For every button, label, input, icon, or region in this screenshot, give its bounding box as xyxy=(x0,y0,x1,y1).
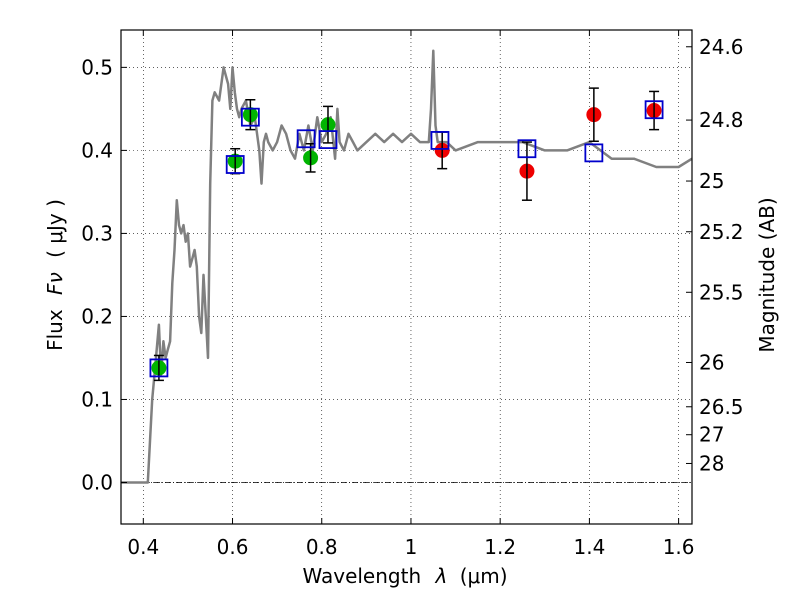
x-tick-label: 1.2 xyxy=(484,535,516,559)
x-tick-label: 1 xyxy=(405,535,418,559)
x-axis-label: Wavelength xyxy=(302,564,421,588)
y-tick-label: 0.4 xyxy=(81,138,113,162)
y2-tick-label: 28 xyxy=(699,451,724,475)
y2-tick-label: 26 xyxy=(699,350,724,374)
data-points xyxy=(149,87,664,382)
model-flux-box xyxy=(318,130,338,149)
y2-tick-label: 25.5 xyxy=(699,280,744,304)
y2-tick-label: 26.5 xyxy=(699,395,744,419)
x-tick-label: 0.8 xyxy=(306,535,338,559)
model-flux-box xyxy=(296,129,316,149)
x-tick-label: 0.6 xyxy=(217,535,249,559)
x-axis-title: Wavelength λ (μm) xyxy=(302,564,507,588)
model-flux-box xyxy=(517,139,537,159)
y2-tick-label: 27 xyxy=(699,423,724,447)
y2-axis-title: Magnitude (AB) xyxy=(755,197,779,352)
model-flux-box xyxy=(584,143,604,163)
y-axis-symbol: Fν xyxy=(43,272,67,295)
model-flux-box xyxy=(430,131,450,150)
x-axis-unit: (μm) xyxy=(460,564,508,588)
axis-ticks: 0.4 0.6 0.8 1 1.2 1.4 1.6 0.0 0.1 0.2 0.3 0.4 0.5 24.… xyxy=(81,30,744,559)
y-tick-label: 0.1 xyxy=(81,387,113,411)
model-flux-box xyxy=(225,155,245,174)
x-tick-label: 1.6 xyxy=(663,535,695,559)
y-axis-title: Flux Fν ( μJy ) xyxy=(43,199,67,351)
model-flux-box xyxy=(644,100,664,120)
y2-tick-label: 25 xyxy=(699,169,724,193)
y2-tick-label: 24.6 xyxy=(699,35,744,59)
model-spectrum-line xyxy=(121,49,693,484)
y-tick-label: 0.0 xyxy=(81,470,113,494)
model-flux-box xyxy=(149,358,169,378)
x-axis-symbol: λ xyxy=(435,564,448,588)
y-tick-label: 0.2 xyxy=(81,304,113,328)
y2-tick-label: 25.2 xyxy=(699,220,744,244)
x-tick-label: 1.4 xyxy=(573,535,605,559)
y-tick-label: 0.5 xyxy=(81,55,113,79)
y-tick-label: 0.3 xyxy=(81,221,113,245)
grid-lines xyxy=(121,30,692,524)
model-flux-box xyxy=(240,107,260,127)
plot-frame xyxy=(120,29,693,525)
y-axis-unit: ( μJy ) xyxy=(43,199,67,258)
x-tick-label: 0.4 xyxy=(127,535,159,559)
y2-tick-label: 24.8 xyxy=(699,108,744,132)
y-axis-label: Flux xyxy=(43,309,67,351)
